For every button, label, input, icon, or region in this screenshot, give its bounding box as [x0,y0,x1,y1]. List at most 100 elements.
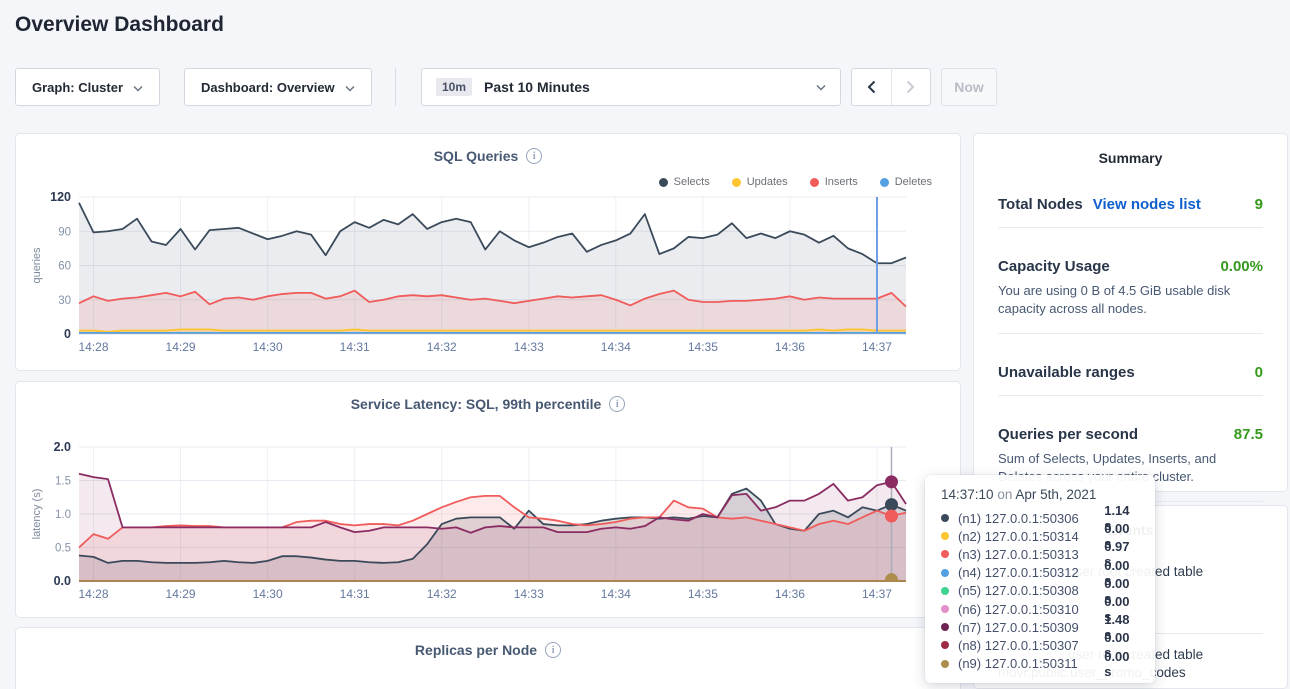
time-range-dropdown[interactable]: 10m Past 10 Minutes [421,68,841,106]
summary-panel: Summary Total Nodes View nodes list 9 Ca… [973,133,1288,549]
svg-text:14:33: 14:33 [514,340,544,354]
svg-text:14:28: 14:28 [78,340,108,354]
capacity-usage-value: 0.00% [1220,258,1263,275]
svg-text:14:32: 14:32 [427,340,457,354]
svg-text:14:36: 14:36 [775,340,805,354]
svg-text:14:31: 14:31 [340,587,370,601]
tooltip-node-row: (n2) 127.0.0.1:50314 0.00 s [941,521,1139,551]
svg-text:2.0: 2.0 [54,440,71,454]
series-color-dot [809,177,819,187]
page-title: Overview Dashboard [15,13,224,36]
qps-value: 87.5 [1233,425,1263,443]
series-color-dot [941,568,949,577]
series-color-dot [879,177,889,187]
tooltip-node-row: (n4) 127.0.0.1:50312 0.00 s [941,558,1139,588]
info-icon[interactable]: i [526,148,543,164]
chevron-down-icon [345,80,355,95]
series-color-dot [941,659,949,668]
svg-text:30: 30 [58,295,71,307]
svg-text:14:36: 14:36 [775,587,805,601]
tooltip-node-row: (n1) 127.0.0.1:50306 1.14 s [941,503,1139,533]
svg-text:14:29: 14:29 [166,340,196,354]
svg-text:14:35: 14:35 [688,340,718,354]
series-color-dot [941,514,949,523]
chevron-down-icon [133,80,143,95]
dashboard-dropdown[interactable]: Dashboard: Overview [184,68,372,106]
service-latency-card: Service Latency: SQL, 99th percentile i … [15,381,961,618]
tooltip-timestamp: 14:37:10 on Apr 5th, 2021 [941,487,1097,502]
summary-row-qps: Queries per second 87.5 [998,425,1263,443]
svg-text:14:37: 14:37 [862,340,892,354]
summary-title: Summary [1098,150,1163,166]
now-button[interactable]: Now [941,68,997,106]
svg-text:queries: queries [31,247,43,284]
svg-text:0.5: 0.5 [55,543,71,555]
summary-row-capacity: Capacity Usage 0.00% [998,258,1263,275]
svg-text:1.0: 1.0 [55,509,71,521]
series-color-dot [941,586,949,595]
service-latency-chart[interactable]: 14:28 14:29 14:30 14:31 14:32 14:33 14:34 14:35… [16,382,960,617]
series-color-dot [731,177,741,187]
sql-queries-chart-title: SQL Queries [433,148,519,164]
divider [998,227,1263,228]
time-range-label: Past 10 Minutes [484,79,590,95]
legend-item-updates: Updates [731,176,788,188]
time-back-button[interactable] [852,69,891,105]
tooltip-node-row: (n7) 127.0.0.1:50309 1.48 s [941,612,1139,642]
info-icon[interactable]: i [609,396,626,412]
svg-text:14:29: 14:29 [166,587,196,601]
svg-text:14:28: 14:28 [78,587,108,601]
capacity-usage-description: You are using 0 B of 4.5 GiB usable disk… [998,283,1231,317]
svg-text:14:32: 14:32 [427,587,457,601]
series-color-dot [658,177,668,187]
svg-text:14:37: 14:37 [862,587,892,601]
total-nodes-value: 9 [1254,196,1263,213]
time-range-badge: 10m [436,78,473,96]
replicas-per-node-card: Replicas per Node i [15,627,961,689]
info-icon[interactable]: i [545,642,562,658]
svg-text:latency (s): latency (s) [31,489,43,540]
replicas-chart-title: Replicas per Node [414,642,538,658]
series-color-dot [941,605,949,614]
summary-row-unavailable-ranges: Unavailable ranges 0 [998,363,1263,381]
legend-item-inserts: Inserts [809,176,858,188]
graph-dropdown[interactable]: Graph: Cluster [15,68,161,106]
svg-text:14:33: 14:33 [514,587,544,601]
svg-text:0: 0 [64,327,71,341]
svg-text:14:34: 14:34 [601,340,631,354]
sql-queries-card: SQL Queries i Selects Updates Inserts De… [15,133,961,371]
series-color-dot [941,532,949,541]
chevron-down-icon [816,78,826,96]
svg-text:14:35: 14:35 [688,587,718,601]
tooltip-node-row: (n5) 127.0.0.1:50308 0.00 s [941,576,1139,606]
tooltip-node-row: (n3) 127.0.0.1:50313 0.97 s [941,539,1139,569]
dashboard-dropdown-label: Dashboard: Overview [201,79,335,95]
unavailable-ranges-value: 0 [1254,363,1263,381]
chart-hover-tooltip: 14:37:10 on Apr 5th, 2021 (n1) 127.0.0.1… [925,475,1155,683]
sql-queries-legend: Selects Updates Inserts Deletes [658,176,932,188]
tooltip-node-row: (n6) 127.0.0.1:50310 0.00 s [941,594,1139,624]
divider [998,394,1263,396]
time-step-buttons [851,68,931,106]
svg-text:14:31: 14:31 [340,340,370,354]
svg-text:14:34: 14:34 [601,587,631,601]
svg-text:60: 60 [58,261,71,273]
svg-text:120: 120 [50,190,71,204]
tooltip-node-row: (n8) 127.0.0.1:50307 0.00 s [941,630,1139,660]
summary-row-total-nodes: Total Nodes View nodes list 9 [998,196,1263,213]
series-color-dot [941,641,949,650]
divider [998,332,1263,334]
legend-item-selects: Selects [658,176,710,188]
svg-text:14:30: 14:30 [253,587,283,601]
svg-text:90: 90 [58,226,71,238]
svg-text:1.5: 1.5 [55,476,71,488]
series-color-dot [941,623,949,632]
svg-text:0.0: 0.0 [54,574,71,588]
graph-dropdown-label: Graph: Cluster [32,79,124,95]
view-nodes-list-link[interactable]: View nodes list [1092,196,1201,213]
series-color-dot [941,550,949,559]
legend-item-deletes: Deletes [879,176,932,188]
time-forward-button[interactable] [890,69,930,105]
sql-queries-chart[interactable]: 14:28 14:29 14:30 14:31 14:32 14:33 14:34 14:35… [16,134,960,370]
tooltip-node-row: (n9) 127.0.0.1:50311 0.00 s [941,649,1139,679]
